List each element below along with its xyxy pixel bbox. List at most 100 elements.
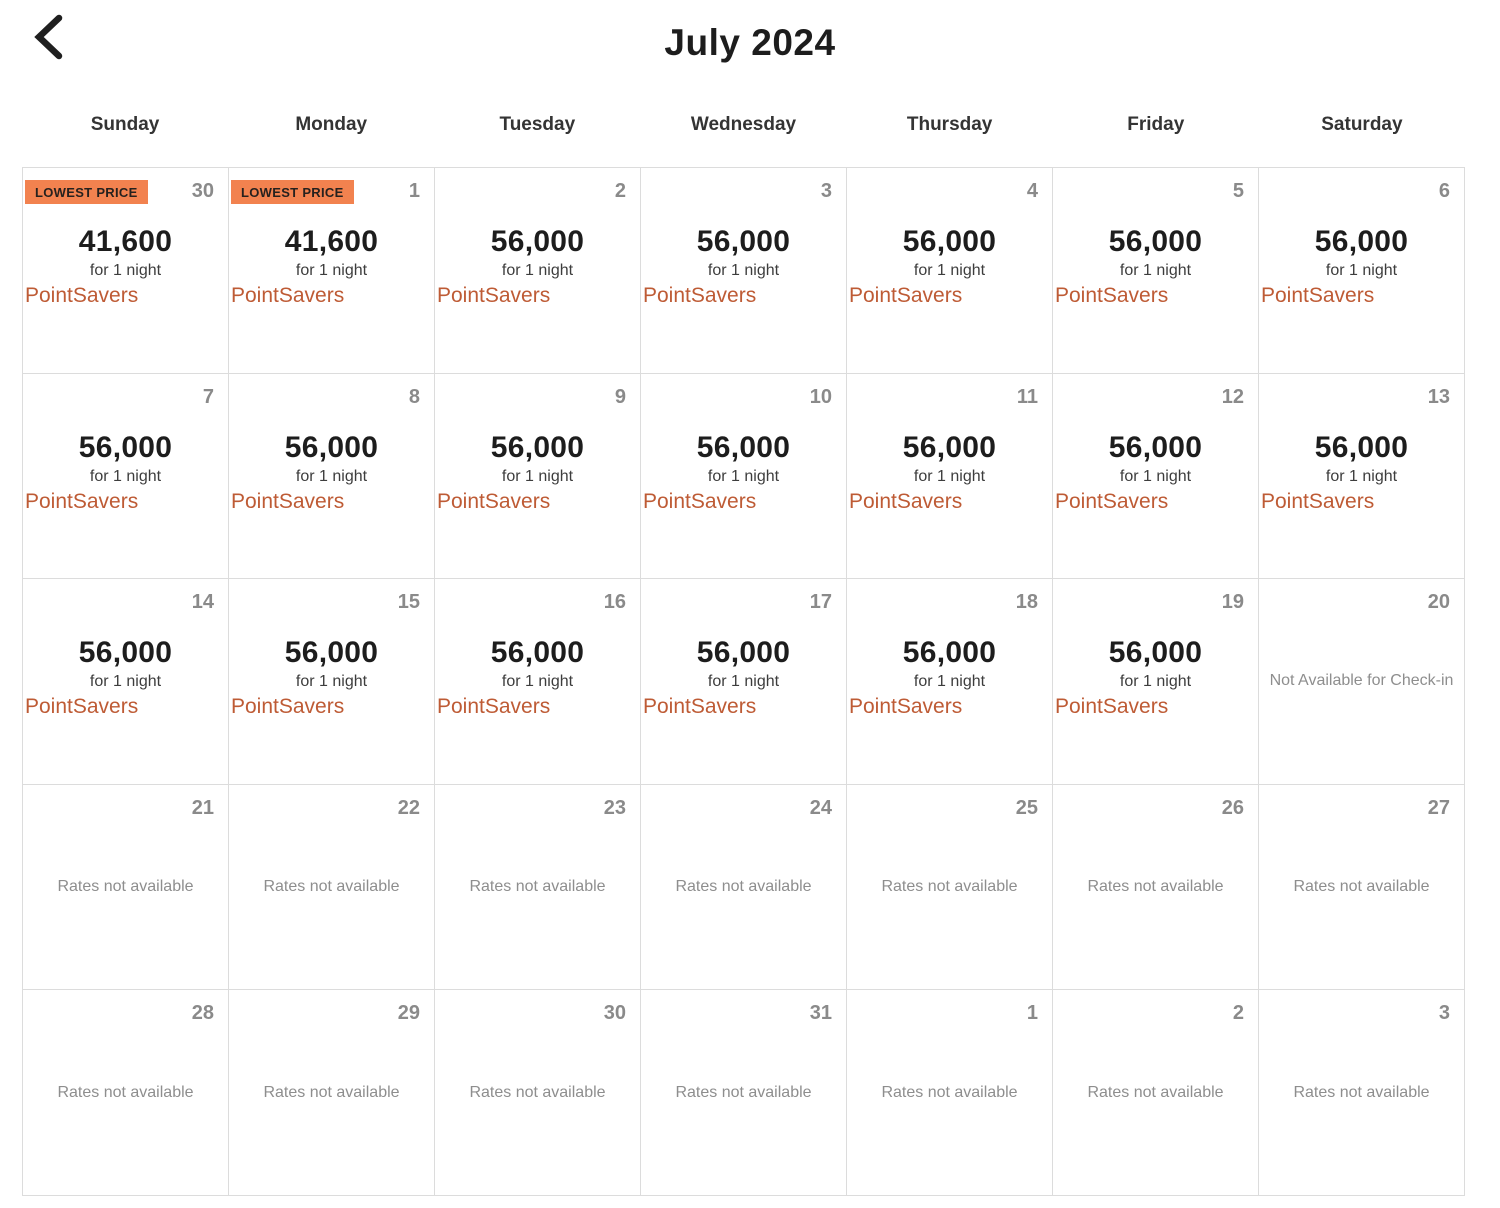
pointsavers-link[interactable]: PointSavers	[1055, 284, 1169, 307]
rate-block: 41,600 for 1 night PointSavers	[229, 225, 434, 308]
day-number: 3	[820, 180, 832, 202]
pointsavers-link[interactable]: PointSavers	[437, 695, 551, 719]
calendar-cell-2[interactable]: 2 56,000 for 1 night PointSavers	[435, 168, 641, 374]
pointsavers-link[interactable]: PointSavers	[231, 695, 345, 719]
calendar-cell-26: 26 Rates not available	[1053, 784, 1259, 991]
per-night-label: for 1 night	[89, 467, 162, 485]
pointsavers-link[interactable]: PointSavers	[25, 695, 139, 719]
calendar-cell-1[interactable]: LOWEST PRICE 1 41,600 for 1 night PointSaver…	[229, 168, 435, 374]
rate-block: 56,000 for 1 night PointSavers	[641, 225, 846, 308]
points-price: 56,000	[490, 430, 585, 464]
pointsavers-link[interactable]: PointSavers	[849, 695, 963, 719]
calendar-cell-28: 28 Rates not available	[23, 990, 229, 1196]
calendar-cell-7[interactable]: 7 56,000 for 1 night PointSavers	[23, 373, 229, 580]
rates-not-available-label: Rates not available	[469, 1083, 606, 1101]
weekday-header-row: Sunday Monday Tuesday Wednesday Thursday…	[22, 114, 1465, 136]
rate-block: 56,000 for 1 night PointSavers	[229, 636, 434, 719]
points-price: 41,600	[284, 225, 379, 258]
rates-not-available-label: Rates not available	[57, 878, 194, 896]
day-number: 19	[1221, 591, 1244, 614]
pointsavers-link[interactable]: PointSavers	[849, 284, 963, 307]
pointsavers-link[interactable]: PointSavers	[231, 489, 345, 513]
calendar-cell-30[interactable]: LOWEST PRICE 30 41,600 for 1 night PointSave…	[23, 168, 229, 374]
day-number: 22	[397, 796, 420, 819]
per-night-label: for 1 night	[89, 262, 162, 279]
day-number: 23	[603, 796, 626, 819]
points-price: 56,000	[490, 225, 585, 258]
not-available-checkin-label: Not Available for Check-in	[1269, 672, 1454, 690]
rate-block: 56,000 for 1 night PointSavers	[1259, 225, 1464, 308]
weekday-friday: Friday	[1127, 114, 1185, 135]
per-night-label: for 1 night	[913, 673, 986, 691]
calendar-cell-16[interactable]: 16 56,000 for 1 night PointSavers	[435, 579, 641, 785]
per-night-label: for 1 night	[1119, 673, 1192, 691]
rate-block: 56,000 for 1 night PointSavers	[1053, 431, 1258, 514]
pointsavers-link[interactable]: PointSavers	[643, 489, 757, 513]
calendar-cell-14[interactable]: 14 56,000 for 1 night PointSavers	[23, 579, 229, 785]
points-price: 56,000	[696, 225, 791, 258]
rates-not-available-label: Rates not available	[469, 878, 606, 896]
calendar-cell-6[interactable]: 6 56,000 for 1 night PointSavers	[1259, 168, 1465, 374]
pointsavers-link[interactable]: PointSavers	[1055, 695, 1169, 719]
calendar-cell-4[interactable]: 4 56,000 for 1 night PointSavers	[847, 168, 1053, 374]
pointsavers-link[interactable]: PointSavers	[437, 284, 551, 307]
pointsavers-link[interactable]: PointSavers	[643, 284, 757, 307]
pointsavers-link[interactable]: PointSavers	[1261, 284, 1375, 307]
rate-block: 56,000 for 1 night PointSavers	[435, 431, 640, 514]
calendar-cell-18[interactable]: 18 56,000 for 1 night PointSavers	[847, 579, 1053, 785]
day-number: 1	[408, 180, 420, 202]
day-number: 9	[614, 385, 626, 408]
calendar-cell-10[interactable]: 10 56,000 for 1 night PointSavers	[641, 373, 847, 580]
points-price: 56,000	[284, 636, 379, 670]
calendar-cell-11[interactable]: 11 56,000 for 1 night PointSavers	[847, 373, 1053, 580]
pointsavers-link[interactable]: PointSavers	[1261, 489, 1375, 513]
points-price: 41,600	[78, 225, 173, 258]
day-number: 25	[1015, 796, 1038, 819]
points-price: 56,000	[902, 225, 997, 258]
points-price: 56,000	[1108, 430, 1203, 464]
rate-block: 56,000 for 1 night PointSavers	[847, 225, 1052, 308]
back-button[interactable]	[24, 10, 72, 64]
pointsavers-link[interactable]: PointSavers	[25, 489, 139, 513]
per-night-label: for 1 night	[89, 673, 162, 691]
rates-not-available-label: Rates not available	[263, 878, 400, 896]
day-number: 2	[614, 180, 626, 202]
calendar-grid: LOWEST PRICE 30 41,600 for 1 night PointSave…	[22, 167, 1465, 1196]
calendar-cell-15[interactable]: 15 56,000 for 1 night PointSavers	[229, 579, 435, 785]
rate-block: 56,000 for 1 night PointSavers	[847, 636, 1052, 719]
points-price: 56,000	[696, 430, 791, 464]
per-night-label: for 1 night	[1119, 467, 1192, 485]
pointsavers-link[interactable]: PointSavers	[25, 284, 139, 307]
rate-block: 56,000 for 1 night PointSavers	[23, 431, 228, 514]
pointsavers-link[interactable]: PointSavers	[849, 489, 963, 513]
rates-not-available-label: Rates not available	[675, 878, 812, 896]
calendar-cell-8[interactable]: 8 56,000 for 1 night PointSavers	[229, 373, 435, 580]
per-night-label: for 1 night	[707, 673, 780, 691]
per-night-label: for 1 night	[295, 673, 368, 691]
chevron-left-icon	[32, 14, 64, 63]
weekday-saturday: Saturday	[1321, 114, 1403, 135]
points-price: 56,000	[902, 430, 997, 464]
pointsavers-link[interactable]: PointSavers	[1055, 489, 1169, 513]
pointsavers-link[interactable]: PointSavers	[231, 284, 345, 307]
calendar-cell-19[interactable]: 19 56,000 for 1 night PointSavers	[1053, 579, 1259, 785]
points-price: 56,000	[1108, 225, 1203, 258]
calendar-cell-9[interactable]: 9 56,000 for 1 night PointSavers	[435, 373, 641, 580]
day-number: 17	[809, 591, 832, 614]
rate-block: 56,000 for 1 night PointSavers	[435, 636, 640, 719]
calendar-cell-12[interactable]: 12 56,000 for 1 night PointSavers	[1053, 373, 1259, 580]
lowest-price-badge: LOWEST PRICE	[25, 180, 148, 204]
pointsavers-link[interactable]: PointSavers	[643, 695, 757, 719]
per-night-label: for 1 night	[913, 262, 986, 279]
rates-not-available-label: Rates not available	[881, 878, 1018, 896]
pointsavers-link[interactable]: PointSavers	[437, 489, 551, 513]
calendar-cell-17[interactable]: 17 56,000 for 1 night PointSavers	[641, 579, 847, 785]
calendar-cell-13[interactable]: 13 56,000 for 1 night PointSavers	[1259, 373, 1465, 580]
rates-not-available-label: Rates not available	[1293, 878, 1430, 896]
per-night-label: for 1 night	[1325, 467, 1398, 485]
rate-block: 56,000 for 1 night PointSavers	[229, 431, 434, 514]
rates-not-available-label: Rates not available	[263, 1083, 400, 1101]
per-night-label: for 1 night	[501, 673, 574, 691]
calendar-cell-3[interactable]: 3 56,000 for 1 night PointSavers	[641, 168, 847, 374]
calendar-cell-5[interactable]: 5 56,000 for 1 night PointSavers	[1053, 168, 1259, 374]
